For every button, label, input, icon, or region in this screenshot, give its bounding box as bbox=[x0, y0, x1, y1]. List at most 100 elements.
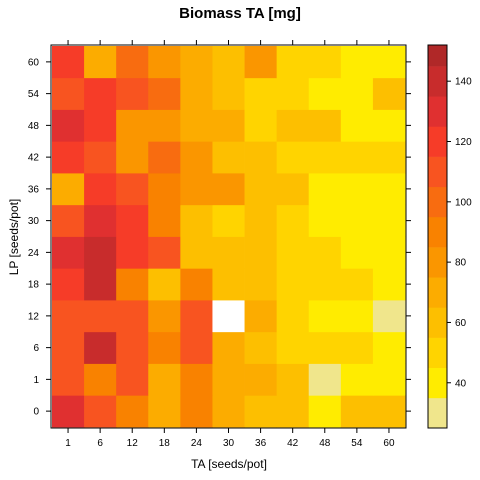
heatmap-cell bbox=[148, 141, 181, 174]
color-key-swatch bbox=[428, 96, 447, 127]
heatmap-cell bbox=[116, 77, 149, 110]
color-key-frame bbox=[427, 44, 448, 429]
color-key-tick-label: 60 bbox=[455, 318, 467, 329]
heatmap-cell bbox=[52, 268, 85, 301]
heatmap-cell bbox=[212, 204, 245, 237]
heatmap-cell bbox=[276, 331, 310, 364]
heatmap-cell bbox=[116, 173, 149, 206]
heatmap-cell bbox=[340, 173, 374, 206]
heatmap-cell bbox=[308, 268, 342, 301]
x-tick-label: 12 bbox=[127, 438, 139, 449]
x-tick-label: 1 bbox=[65, 438, 71, 449]
heatmap-cell bbox=[84, 331, 117, 364]
heatmap-cell bbox=[244, 173, 278, 206]
heatmap-cell bbox=[180, 204, 213, 237]
heatmap-cell bbox=[244, 204, 278, 237]
heatmap-cell bbox=[148, 331, 181, 364]
heatmap-cell bbox=[180, 331, 213, 364]
y-tick-label: 0 bbox=[33, 407, 39, 418]
heatmap-cell bbox=[52, 46, 85, 79]
y-tick-label: 36 bbox=[28, 184, 40, 195]
y-tick-label: 48 bbox=[28, 121, 40, 132]
heatmap-cell bbox=[340, 46, 374, 79]
x-tick-label: 60 bbox=[383, 438, 395, 449]
heatmap-cell bbox=[212, 109, 245, 142]
heatmap-cell bbox=[308, 363, 342, 396]
heatmap-cell bbox=[340, 300, 374, 333]
heatmap-cell bbox=[244, 331, 278, 364]
color-key-tick-label: 100 bbox=[455, 197, 472, 208]
heatmap-cell bbox=[276, 268, 310, 301]
heatmap-cell bbox=[116, 236, 149, 269]
color-key-swatch bbox=[428, 247, 447, 278]
heatmap-cell bbox=[340, 331, 374, 364]
x-tick-label: 6 bbox=[97, 438, 103, 449]
heatmap-cell bbox=[340, 204, 374, 237]
heatmap-cell bbox=[52, 236, 85, 269]
y-tick-label: 42 bbox=[28, 153, 40, 164]
heatmap-cell bbox=[244, 109, 278, 142]
heatmap-cell bbox=[308, 395, 342, 428]
heatmap-cell bbox=[340, 395, 374, 428]
heatmap-cell bbox=[372, 77, 406, 110]
heatmap-cell bbox=[276, 204, 310, 237]
heatmap-cell bbox=[372, 395, 406, 428]
heatmap-cell bbox=[116, 141, 149, 174]
color-key-swatch bbox=[428, 307, 447, 338]
heatmap-cell bbox=[52, 363, 85, 396]
heatmap-cell bbox=[244, 141, 278, 174]
heatmap-cell bbox=[276, 46, 310, 79]
heatmap-cell bbox=[84, 268, 117, 301]
heatmap-cell bbox=[116, 395, 149, 428]
y-tick-label: 54 bbox=[28, 89, 40, 100]
heatmap-cell bbox=[180, 236, 213, 269]
heatmap-cell bbox=[372, 173, 406, 206]
heatmap-cell bbox=[52, 395, 85, 428]
heatmap-cell bbox=[180, 77, 213, 110]
heatmap-cell bbox=[180, 141, 213, 174]
heatmap-cell bbox=[148, 300, 181, 333]
heatmap-cell bbox=[116, 363, 149, 396]
heatmap-cell bbox=[372, 331, 406, 364]
heatmap-cell bbox=[52, 77, 85, 110]
x-axis-title: TA [seeds/pot] bbox=[191, 457, 267, 471]
y-tick-label: 1 bbox=[33, 375, 39, 386]
heatmap-cell bbox=[84, 300, 117, 333]
heatmap-cell bbox=[84, 395, 117, 428]
heatmap-cell bbox=[372, 300, 406, 333]
color-key-swatch bbox=[428, 216, 447, 248]
heatmap-cell bbox=[52, 204, 85, 237]
heatmap-cell bbox=[340, 236, 374, 269]
color-key-tick-label: 80 bbox=[455, 258, 467, 269]
heatmap-cell bbox=[84, 77, 117, 110]
y-axis-title: LP [seeds/pot] bbox=[7, 199, 21, 276]
y-tick-label: 12 bbox=[28, 311, 40, 322]
heatmap-cell bbox=[84, 363, 117, 396]
heatmap-cell bbox=[308, 236, 342, 269]
y-tick-label: 24 bbox=[28, 248, 40, 259]
heatmap-cell bbox=[372, 109, 406, 142]
heatmap-cell bbox=[84, 141, 117, 174]
heatmap-cell bbox=[148, 236, 181, 269]
heatmap-cell bbox=[244, 46, 278, 79]
heatmap-cell bbox=[116, 109, 149, 142]
heatmap-cell bbox=[276, 109, 310, 142]
heatmap-cell bbox=[148, 395, 181, 428]
heatmap-cell bbox=[276, 300, 310, 333]
heatmap-cell bbox=[276, 77, 310, 110]
heatmap-cell bbox=[84, 46, 117, 79]
heatmap-cell bbox=[340, 109, 374, 142]
heatmap-cell bbox=[372, 363, 406, 396]
heatmap-cell bbox=[276, 173, 310, 206]
x-tick-label: 30 bbox=[223, 438, 235, 449]
heatmap-cell bbox=[52, 141, 85, 174]
heatmap-cell bbox=[148, 204, 181, 237]
x-tick-label: 36 bbox=[255, 438, 267, 449]
heatmap-cell bbox=[148, 173, 181, 206]
heatmap-cell bbox=[308, 173, 342, 206]
x-tick-label: 24 bbox=[191, 438, 203, 449]
color-key-tick-label: 140 bbox=[455, 77, 472, 88]
color-key-tick-label: 120 bbox=[455, 137, 472, 148]
color-key: 40 60 80 100 120 140 bbox=[427, 44, 472, 429]
